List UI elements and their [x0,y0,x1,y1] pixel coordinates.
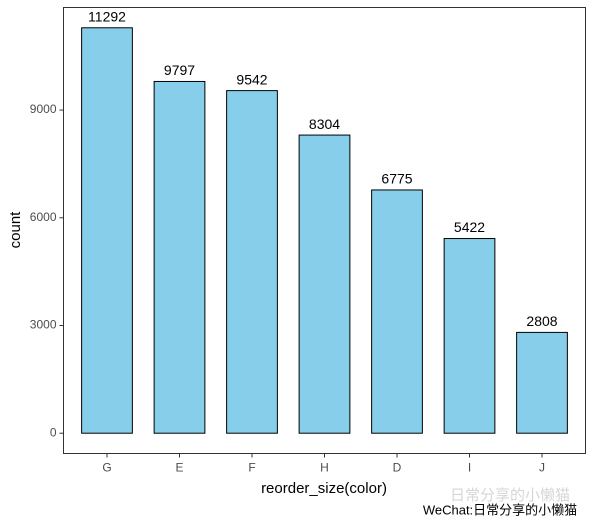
x-tick-label: H [320,461,329,475]
value-label: 2808 [526,313,557,329]
bar [81,27,133,434]
value-label: 6775 [381,171,412,187]
x-tick-label: J [539,461,545,475]
y-tick-label: 3000 [30,318,57,332]
y-tick-label: 9000 [30,102,57,116]
x-tick-label: E [175,461,183,475]
value-label: 11292 [88,8,126,24]
x-axis-title: reorder_size(color) [261,480,387,497]
bar [298,134,351,434]
value-label: 8304 [309,116,340,132]
bar [226,90,278,434]
y-tick-label: 0 [50,425,57,439]
x-tick-label: I [468,461,471,475]
watermark: WeChat:日常分享的小懒猫 [423,502,577,517]
bar [153,80,206,434]
x-tick-label: D [393,461,402,475]
value-label: 5422 [454,219,485,235]
x-tick-label: G [102,461,111,475]
watermark-faded: 日常分享的小懒猫 [450,487,570,504]
y-tick-label: 6000 [30,210,57,224]
y-axis-title: count [7,211,24,249]
bar [516,331,568,434]
x-tick-label: F [248,461,255,475]
value-label: 9797 [164,62,195,78]
value-label: 9542 [236,71,267,87]
bar [371,189,423,434]
bar [443,238,496,434]
